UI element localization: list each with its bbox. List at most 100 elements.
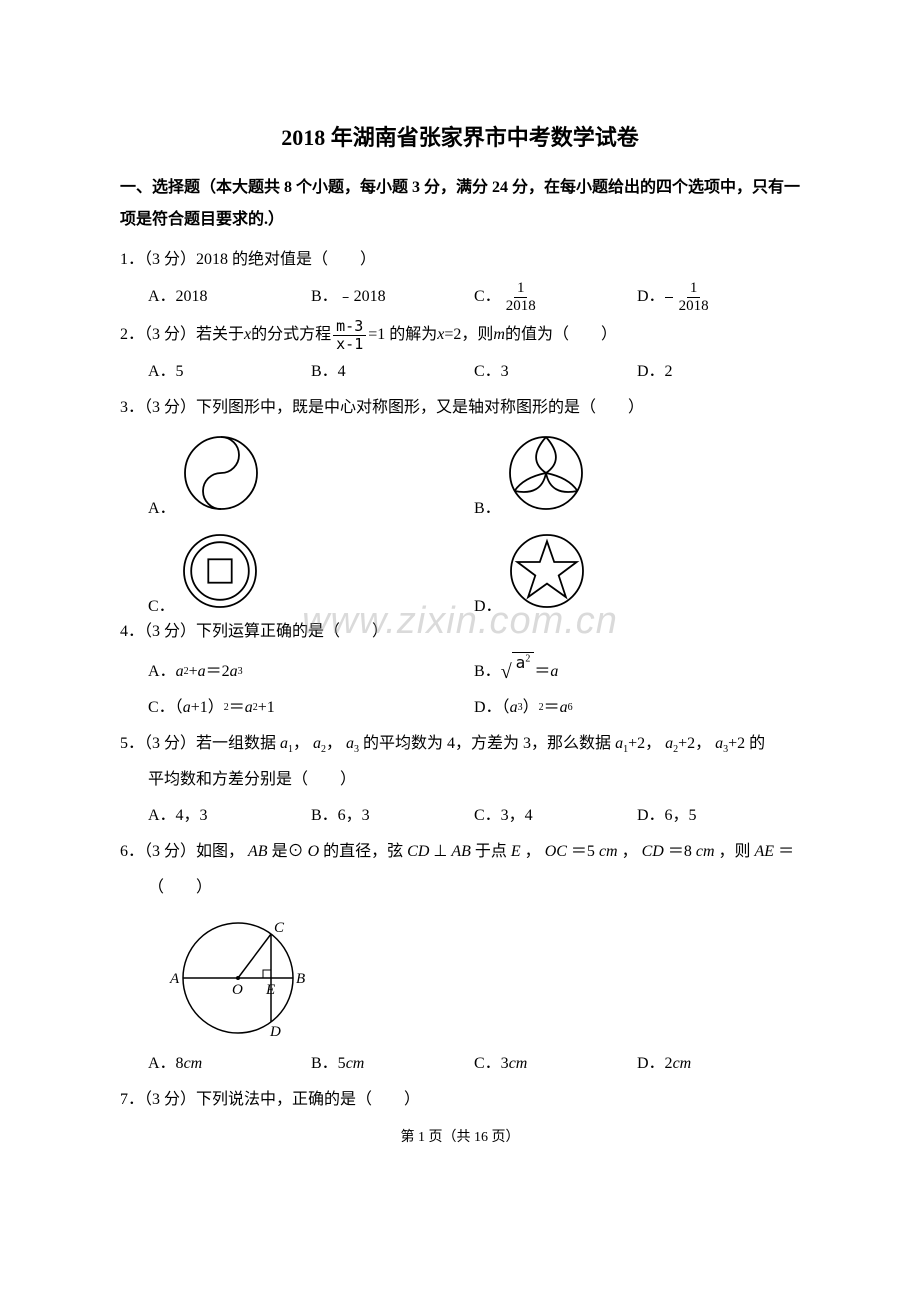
q5-b3: a (715, 735, 723, 752)
q2-opt-a: A．5 (148, 356, 311, 388)
q4-opt-a: A． a2 + a ＝2 a3 (148, 652, 474, 692)
q6-t1: 6．（3 分）如图， (120, 843, 244, 860)
coin-square-icon (175, 526, 265, 616)
q1d-label: D． (637, 281, 665, 313)
q1-opt-a: A．2018 (148, 280, 311, 314)
q6c-cm: cm (509, 1048, 528, 1080)
star-circle-icon (502, 526, 592, 616)
q4d-a: a (510, 692, 518, 724)
q5-p1: +2， (628, 735, 661, 752)
q6-opt-c: C．3cm (474, 1048, 637, 1080)
q5-opt-a: A．4，3 (148, 800, 311, 832)
q6-figure: A B C D O E (120, 908, 800, 1048)
yin-yang-icon (176, 428, 266, 518)
q5-p2: +2， (678, 735, 711, 752)
question-3: 3．（3 分）下列图形中，既是中心对称图形，又是轴对称图形的是（ ） (120, 392, 800, 424)
q5-a2: a (313, 735, 321, 752)
q6-cm2: cm (696, 843, 715, 860)
q5-opt-c: C．3，4 (474, 800, 637, 832)
q4b-pre: B． (474, 656, 501, 688)
q4a-a1: a (176, 656, 184, 688)
q2-t4: =2，则 (444, 319, 493, 351)
q2-t5: 的值为（ ） (505, 319, 617, 351)
q5-t1: 5．（3 分）若一组数据 (120, 735, 280, 752)
q2-x: x (244, 319, 251, 351)
svg-text:D: D (269, 1024, 281, 1040)
q4a-eq: ＝2 (206, 656, 230, 688)
fraction-icon: m-3 x-1 (333, 318, 366, 352)
q6-t7: ， (622, 843, 638, 860)
q2-x2: x (437, 319, 444, 351)
q4c-a: a (183, 692, 191, 724)
q4-opt-c: C．（ a +1）2 ＝ a2 +1 (148, 692, 474, 724)
q5-b2: a (665, 735, 673, 752)
q4d-e3: 6 (568, 698, 573, 718)
q1c-num: 1 (514, 280, 528, 298)
q2-opt-c: C．3 (474, 356, 637, 388)
q4a-a2: a (198, 656, 206, 688)
q4b-eq: ＝ (534, 656, 550, 688)
q3c-label: C． (148, 592, 175, 616)
q6d-cm: cm (673, 1048, 692, 1080)
q2-options: A．5 B．4 C．3 D．2 (120, 356, 800, 388)
question-2: 2．（3 分）若关于 x 的分式方程 m-3 x-1 =1 的解为 x =2，则… (120, 318, 800, 352)
q6-t9: ，则 (719, 843, 755, 860)
q6-t8: ＝8 (668, 843, 692, 860)
q2-den: x-1 (333, 336, 366, 353)
q4a-plus: + (189, 656, 198, 688)
q6-line2: （ ） (120, 872, 800, 904)
svg-text:A: A (169, 971, 180, 987)
svg-text:E: E (265, 982, 275, 998)
q3-opt-c: C． (148, 526, 474, 616)
q4b-rad: a2 (512, 652, 535, 673)
q5-a3: a (346, 735, 354, 752)
q1c-den: 2018 (503, 298, 539, 315)
question-1: 1．（3 分）2018 的绝对值是（ ） (120, 244, 800, 276)
q1c-label: C． (474, 281, 501, 313)
q5-options: A．4，3 B．6，3 C．3，4 D．6，5 (120, 800, 800, 832)
q6-ab2: AB (451, 843, 471, 860)
page-title: 2018 年湖南省张家界市中考数学试卷 (120, 120, 800, 152)
q2-t3: =1 的解为 (368, 319, 437, 351)
q2-t2: 的分式方程 (251, 319, 331, 351)
q5-mid: 的平均数为 4，方差为 3，那么数据 (363, 735, 615, 752)
q5-line2: 平均数和方差分别是（ ） (120, 764, 800, 796)
svg-text:O: O (232, 982, 243, 998)
q3-opt-a: A． (148, 428, 474, 518)
q6-cm1: cm (599, 843, 618, 860)
q6-ab: AB (248, 843, 268, 860)
question-4: 4．（3 分）下列运算正确的是（ ） (120, 616, 800, 648)
q2-num: m-3 (333, 318, 366, 336)
q2-opt-b: B．4 (311, 356, 474, 388)
q1-opt-d: D． 1 2018 (637, 280, 800, 314)
q3b-label: B． (474, 494, 501, 518)
q3-opt-b: B． (474, 428, 800, 518)
q4a-a3: a (230, 656, 238, 688)
q4b-a: a (550, 656, 558, 688)
q4c-eq: ＝ (229, 692, 245, 724)
q6-options: A．8cm B．5cm C．3cm D．2cm (120, 1048, 800, 1080)
q1d-num: 1 (687, 280, 701, 298)
q6-cd: CD (407, 843, 429, 860)
q6-opt-b: B．5cm (311, 1048, 474, 1080)
q4-opt-b: B． √ a2 ＝a (474, 652, 800, 692)
q5-p3: +2 的 (728, 735, 765, 752)
q1-opt-c: C． 1 2018 (474, 280, 637, 314)
q4a-pre: A． (148, 656, 176, 688)
q6-opt-d: D．2cm (637, 1048, 800, 1080)
q2-m: m (493, 319, 505, 351)
q4a-e3: 3 (238, 662, 243, 682)
minus-icon (665, 297, 673, 298)
q4-options-row1: A． a2 + a ＝2 a3 B． √ a2 ＝a C．（ a +1）2 ＝ … (120, 652, 800, 724)
radical-icon: √ (501, 652, 512, 692)
q1d-den: 2018 (676, 298, 712, 315)
circle-chord-diagram-icon: A B C D O E (148, 908, 328, 1048)
q4c-pre: C．（ (148, 692, 183, 724)
q5-c2: ， (326, 735, 342, 752)
q6d-pre: D．2 (637, 1048, 673, 1080)
page-footer: 第 1 页（共 16 页） (120, 1126, 800, 1146)
question-7: 7．（3 分）下列说法中，正确的是（ ） (120, 1084, 800, 1116)
q5-opt-d: D．6，5 (637, 800, 800, 832)
q6-t4: 于点 (475, 843, 511, 860)
q4d-a2: a (560, 692, 568, 724)
